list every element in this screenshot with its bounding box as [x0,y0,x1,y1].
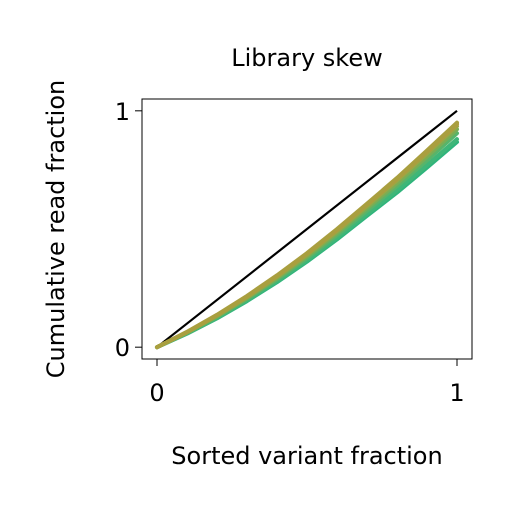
chart-title: Library skew [231,44,383,72]
y-axis-label: Cumulative read fraction [42,80,70,378]
reference-line [156,109,458,349]
series-line [155,122,459,350]
y-tick-label: 1 [115,98,130,126]
plot-frame [141,98,473,360]
x-tick-label: 1 [449,379,464,407]
x-tick-label: 0 [149,379,164,407]
y-tick-label: 0 [115,334,130,362]
series-line [155,120,459,350]
plot-area: 0 1 0 1 [115,98,465,407]
x-axis-label: Sorted variant fraction [171,442,442,470]
series-line [155,124,459,350]
